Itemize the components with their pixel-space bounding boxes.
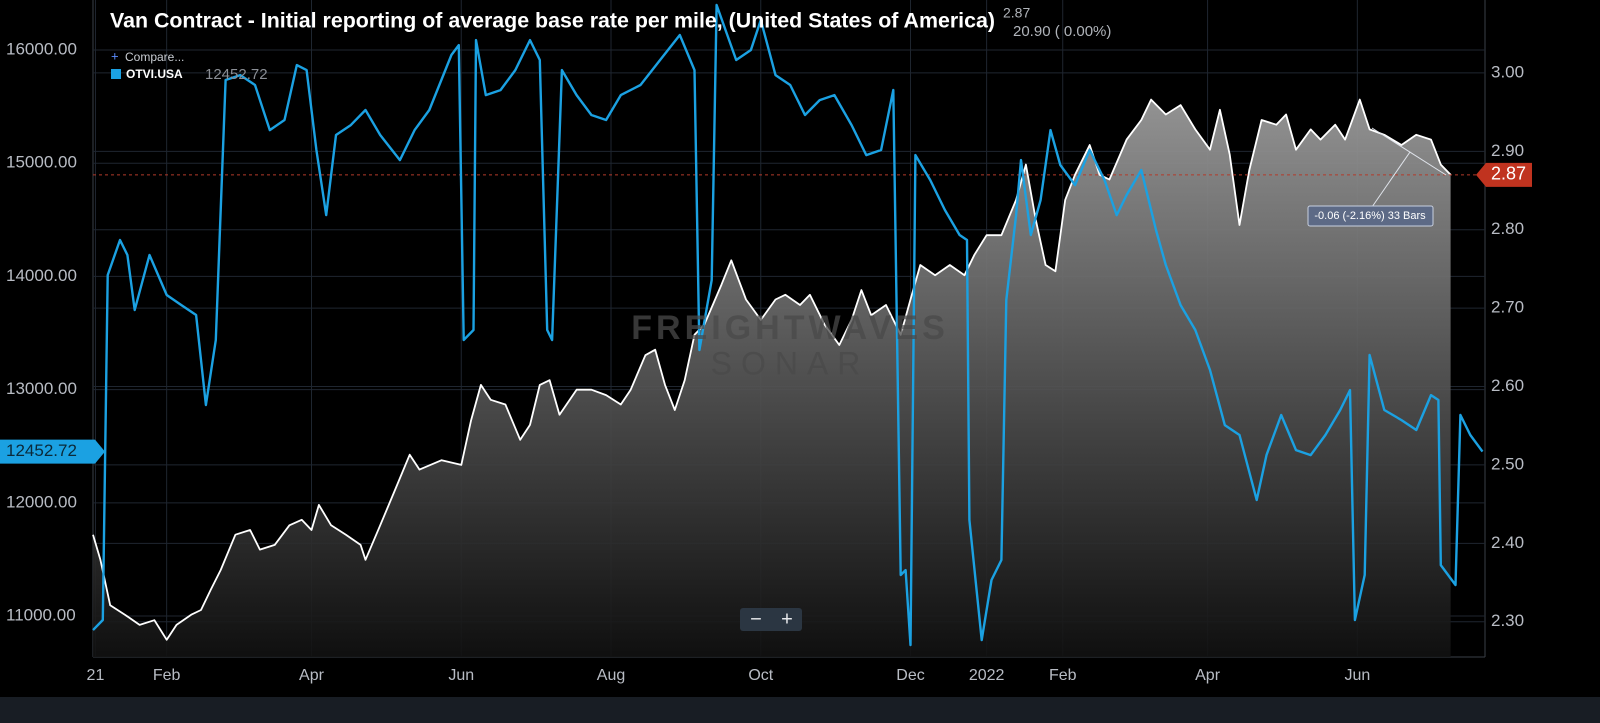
last-value-label: 12452.72 <box>6 441 77 460</box>
y-tick-label: 13000.00 <box>6 379 77 398</box>
x-tick-label: Aug <box>597 667 625 684</box>
last-value-label: 2.87 <box>1491 164 1526 184</box>
y-tick-label: 14000.00 <box>6 266 77 285</box>
y2-tick-label: 2.70 <box>1491 298 1524 317</box>
y-tick-label: 12000.00 <box>6 492 77 511</box>
annotation-leader <box>1371 151 1411 208</box>
x-tick-label: Oct <box>748 667 773 684</box>
zoom-panel <box>740 608 802 631</box>
y-tick-label: 15000.00 <box>6 153 77 172</box>
zoom-in[interactable]: + <box>781 608 793 630</box>
y2-tick-label: 2.80 <box>1491 219 1524 238</box>
x-tick-label: Apr <box>299 667 325 684</box>
zoom-out[interactable]: − <box>750 608 762 630</box>
chart-title: Van Contract - Initial reporting of aver… <box>110 10 995 33</box>
watermark: SONAR <box>711 345 870 381</box>
x-tick-label: 2022 <box>969 667 1005 684</box>
annotation: -0.06 (-2.16%) 33 Bars <box>1307 127 1447 227</box>
y2-tick-label: 3.00 <box>1491 62 1524 81</box>
header-stats: 20.90 ( 0.00%) <box>1013 23 1111 40</box>
series-line <box>92 98 1452 641</box>
header-last-value: 2.87 <box>1003 5 1030 21</box>
annotation-text: -0.06 (-2.16%) 33 Bars <box>1314 210 1426 222</box>
annotation-box <box>1307 205 1434 227</box>
footer-bar <box>0 697 1600 723</box>
x-tick-label: Jun <box>1344 667 1370 684</box>
x-tick-label: Feb <box>1049 667 1077 684</box>
compare-plus: + <box>111 48 119 63</box>
y2-tick-label: 2.30 <box>1491 611 1524 630</box>
y2-tick-label: 2.60 <box>1491 376 1524 395</box>
area <box>93 99 1451 658</box>
series-line <box>92 3 1484 647</box>
last-value-tag <box>0 439 105 464</box>
labels: 11000.00 12000.00 13000.00 14000.00 15000.00… <box>0 40 1532 684</box>
watermark: FREIGHTWAVES <box>631 309 949 347</box>
y-tick-label: 11000.00 <box>6 606 76 625</box>
x-tick-label: Jun <box>448 667 474 684</box>
y2-tick-label: 2.90 <box>1491 141 1524 160</box>
marks <box>92 3 1485 658</box>
last-value-tag <box>1476 162 1532 187</box>
x-tick-label: Dec <box>896 667 924 684</box>
compare-label[interactable]: Compare... <box>125 50 184 64</box>
legend-label: OTVI.USA <box>126 67 183 81</box>
y2-tick-label: 2.50 <box>1491 454 1524 473</box>
x-tick-label: Feb <box>153 667 181 684</box>
x-tick-label: Apr <box>1195 667 1221 684</box>
annotation-line <box>1371 127 1447 176</box>
x-tick-label: 21 <box>87 667 105 684</box>
legend-swatch <box>111 69 121 79</box>
zoom-controls: − + <box>740 608 802 631</box>
y-tick-label: 16000.00 <box>6 40 77 59</box>
y2-tick-label: 2.40 <box>1491 533 1524 552</box>
legend-value: 12452.72 <box>205 66 268 83</box>
